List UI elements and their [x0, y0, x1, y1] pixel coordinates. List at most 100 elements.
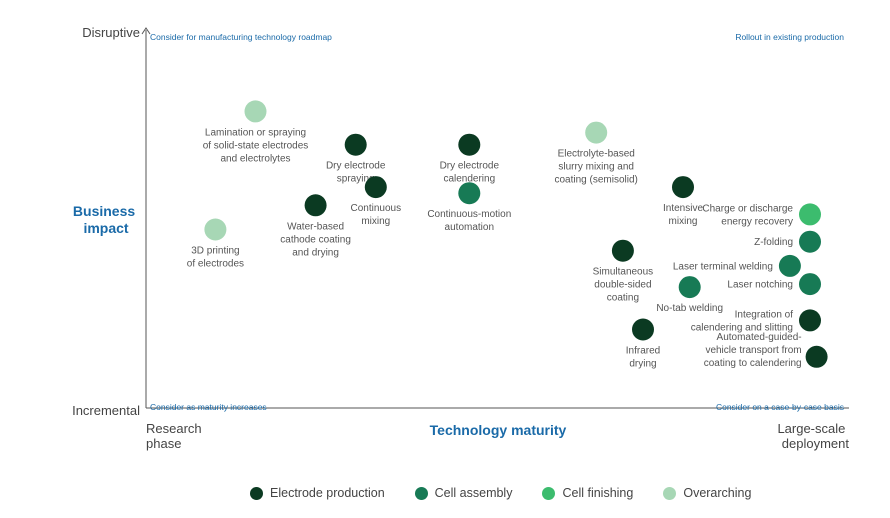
data-point-marker: [304, 194, 327, 217]
data-point-marker: [678, 276, 701, 299]
legend-swatch: [250, 486, 263, 500]
data-point-label: Z-folding: [754, 237, 793, 248]
x-axis-right-label-line1: Large-scale: [777, 421, 845, 436]
data-point-label: Automated-guided-vehicle transport from c…: [704, 332, 802, 369]
legend: Electrode production Cell assembly Cell …: [250, 486, 781, 500]
data-point-label: Continuous-motion automation: [427, 209, 511, 233]
x-axis-right-label: Large-scale deployment: [777, 421, 849, 451]
x-axis-left-label: Research phase: [146, 421, 205, 451]
data-point: Automated-guided-vehicle transport from c…: [704, 332, 828, 369]
y-axis-top-label: Disruptive: [82, 25, 140, 40]
data-points: Lamination or spraying of solid-state ele…: [187, 100, 828, 370]
data-point: Electrolyte-based slurry mixing and coatin…: [555, 121, 638, 186]
x-axis-left-label-line1: Research: [146, 421, 202, 436]
data-point-label-line: Electrolyte-based: [558, 149, 635, 160]
legend-label: Electrode production: [270, 486, 385, 500]
data-point-label: Electrolyte-based slurry mixing and coatin…: [555, 149, 638, 186]
data-point-label-line: and drying: [292, 247, 339, 258]
legend-swatch: [542, 486, 556, 500]
legend-swatch: [663, 486, 677, 500]
data-point: Water-based cathode coating and drying: [280, 194, 351, 258]
data-point-marker: [632, 318, 654, 341]
data-point: Continuous-motion automation: [427, 182, 511, 233]
data-point-label: Infrared drying: [626, 346, 660, 370]
data-point-label: Laser notching: [727, 280, 793, 291]
data-point-label-line: Intensive: [663, 203, 703, 214]
data-point-label: Integration of calendering and slitting: [691, 309, 794, 333]
data-point-label-line: calendering and slitting: [691, 322, 793, 333]
data-point-label-line: Automated-guided-: [717, 332, 802, 343]
data-point: Z-folding: [754, 230, 821, 253]
data-point-label: Charge or discharge energy recovery: [702, 203, 793, 227]
quadrant-note-bottom-right: Consider on a case-by-case basis: [716, 402, 844, 412]
data-point-label-line: energy recovery: [721, 216, 793, 227]
legend-item-cell-finishing: Cell finishing: [542, 486, 633, 500]
data-point: Laser notching: [727, 273, 821, 296]
legend-label: Overarching: [683, 486, 752, 500]
data-point-label-line: Charge or discharge: [702, 203, 793, 214]
legend-item-overarching: Overarching: [663, 486, 751, 500]
data-point-label-line: automation: [445, 222, 494, 233]
data-point-marker: [672, 176, 694, 199]
data-point-label: Simultaneous double-sided coating: [593, 267, 654, 304]
data-point: Charge or discharge energy recovery: [702, 203, 821, 227]
data-point-label-line: calendering: [443, 174, 495, 185]
data-point-label-line: coating: [607, 293, 639, 304]
data-point-label: No-tab welding: [656, 303, 723, 314]
legend-label: Cell finishing: [562, 486, 634, 500]
y-axis-title: Business impact: [73, 203, 139, 236]
data-point-marker: [585, 121, 608, 144]
data-point-marker: [344, 133, 367, 156]
data-point-label-line: Continuous: [351, 203, 402, 214]
quadrant-note-top-right: Rollout in existing production: [735, 32, 844, 42]
data-point: No-tab welding: [656, 276, 723, 314]
legend-item-cell-assembly: Cell assembly: [414, 486, 513, 500]
data-point-label-line: Dry electrode: [326, 161, 386, 172]
data-point-label-line: Integration of: [735, 309, 794, 320]
data-point-label-line: Infrared: [626, 346, 660, 357]
data-point: Dry electrode spraying: [326, 133, 386, 185]
data-point-label-line: Lamination or spraying: [205, 127, 306, 138]
data-point-label: Lamination or spraying of solid-state ele…: [203, 127, 309, 164]
data-point: 3D printing of electrodes: [187, 218, 244, 270]
data-point-marker: [364, 176, 387, 199]
data-point-label: 3D printing of electrodes: [187, 246, 244, 270]
y-axis-bottom-label: Incremental: [72, 403, 140, 418]
data-point-label-line: No-tab welding: [656, 303, 723, 314]
legend-item-electrode: Electrode production: [250, 486, 385, 500]
data-point-label-line: Continuous-motion: [427, 209, 511, 220]
data-point-label: Water-based cathode coating and drying: [280, 221, 351, 258]
legend-label: Cell assembly: [434, 486, 513, 500]
data-point-label-line: vehicle transport from: [705, 345, 801, 356]
data-point: Lamination or spraying of solid-state ele…: [203, 100, 309, 164]
data-point-marker: [799, 273, 821, 296]
data-point-label-line: double-sided: [594, 280, 651, 291]
data-point-label-line: cathode coating: [280, 234, 351, 245]
axes: [141, 27, 849, 409]
data-point-label-line: 3D printing: [191, 246, 239, 257]
data-point-label-line: coating to calendering: [704, 358, 802, 369]
data-point-marker: [799, 203, 821, 226]
data-point-label-line: coating (semisolid): [555, 175, 638, 186]
data-point-label-line: Laser terminal welding: [673, 261, 773, 272]
data-point: Infrared drying: [626, 318, 660, 370]
legend-swatch: [414, 486, 428, 500]
data-point-label-line: slurry mixing and: [558, 162, 634, 173]
data-point-marker: [611, 239, 634, 262]
data-point-label: Intensive mixing: [663, 203, 703, 227]
data-point-marker: [244, 100, 267, 123]
data-point-label-line: Dry electrode: [440, 161, 500, 172]
data-point-marker: [458, 133, 481, 156]
data-point: Laser terminal welding: [673, 254, 801, 277]
data-point-label-line: Z-folding: [754, 237, 793, 248]
data-point-marker: [799, 230, 821, 253]
data-point-marker: [805, 345, 828, 368]
quadrant-note-top-left: Consider for manufacturing technology ro…: [150, 32, 332, 42]
data-point-marker: [458, 182, 481, 205]
data-point-label-line: of solid-state electrodes: [203, 140, 309, 151]
data-point-label-line: Simultaneous: [593, 267, 654, 278]
y-axis-arrowhead: [141, 27, 151, 35]
data-point-marker: [778, 254, 801, 277]
data-point-label: Continuous mixing: [351, 203, 402, 227]
